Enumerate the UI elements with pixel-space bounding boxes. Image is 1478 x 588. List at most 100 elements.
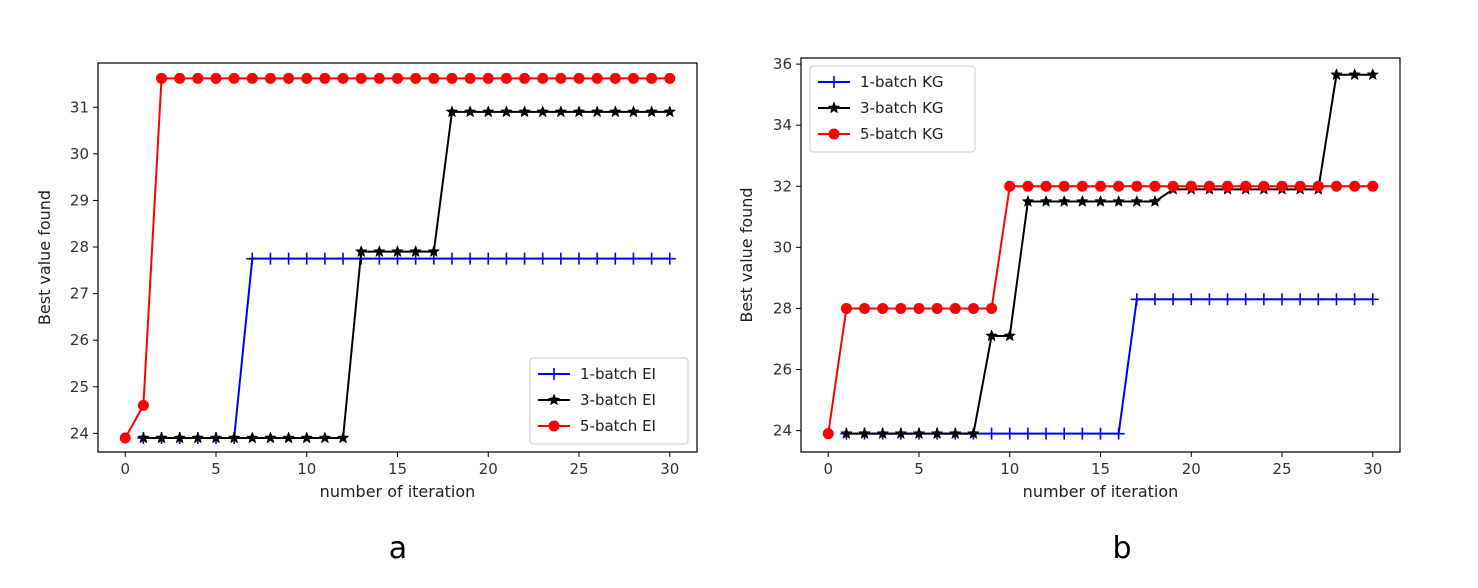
series-3-batch (137, 105, 677, 444)
x-tick-label: 20 (1182, 460, 1201, 478)
y-tick-label: 30 (70, 145, 89, 163)
y-tick-label: 26 (773, 361, 792, 379)
legend-entry: 3-batch EI (538, 391, 656, 409)
y-tick-label: 25 (70, 378, 89, 396)
data-point (1057, 194, 1071, 207)
data-point (1040, 180, 1052, 192)
data-point (301, 72, 313, 84)
data-point (1312, 180, 1324, 192)
y-tick-label: 30 (773, 238, 792, 256)
data-point (464, 252, 477, 265)
data-point (137, 399, 149, 411)
data-point (1003, 427, 1016, 440)
data-point (209, 431, 223, 444)
data-point (664, 72, 676, 84)
legend-entry: 3-batch KG (818, 99, 944, 117)
data-point (482, 252, 495, 265)
legend: 1-batch EI 3-batch EI 5-batch EI (529, 357, 689, 445)
legend-entry: 1-batch EI (538, 365, 656, 383)
data-point (876, 426, 890, 440)
data-point (1076, 427, 1089, 440)
data-point (895, 302, 907, 314)
legend-box (529, 357, 689, 445)
data-point (1130, 194, 1144, 207)
data-point (500, 105, 513, 118)
data-point (1167, 293, 1180, 306)
data-point (445, 252, 458, 265)
y-tick-label: 31 (70, 98, 89, 116)
data-point (410, 72, 422, 84)
data-point (1330, 293, 1343, 306)
x-tick-label: 5 (914, 460, 924, 478)
data-point (427, 252, 440, 265)
data-point (409, 252, 422, 265)
data-point (156, 72, 168, 84)
data-point (573, 252, 586, 265)
data-point (609, 72, 621, 84)
data-point (1366, 68, 1380, 81)
legend-label: 5-batch KG (860, 125, 944, 143)
data-point (481, 105, 495, 118)
data-point (409, 244, 423, 258)
data-point (608, 105, 622, 118)
x-tick-label: 15 (1091, 460, 1110, 478)
legend-entry: 5-batch EI (538, 417, 656, 435)
data-point (1239, 293, 1252, 306)
legend-label: 3-batch EI (580, 391, 656, 409)
data-point (1021, 427, 1034, 440)
data-point (283, 72, 295, 84)
legend-label: 3-batch KG (860, 99, 944, 117)
y-tick-label: 24 (70, 424, 89, 442)
data-point (1095, 180, 1106, 192)
data-point (986, 302, 998, 314)
data-point (518, 252, 531, 265)
data-point (392, 72, 403, 84)
data-point (859, 302, 871, 314)
x-tick-label: 30 (1363, 460, 1382, 478)
data-point (554, 252, 567, 265)
y-tick-label: 28 (70, 238, 89, 256)
data-point (840, 302, 852, 314)
data-point (536, 105, 550, 118)
data-point (1258, 180, 1270, 192)
data-point (518, 105, 531, 118)
data-point (354, 244, 368, 258)
y-tick-label: 24 (773, 422, 792, 440)
legend-marker (548, 368, 560, 380)
data-point (282, 431, 295, 444)
legend-label: 1-batch KG (860, 73, 944, 91)
data-point (1058, 180, 1070, 192)
x-tick-label: 30 (660, 460, 679, 478)
data-point (373, 252, 386, 265)
data-point (1094, 194, 1107, 207)
data-point (1148, 194, 1162, 207)
data-point (1203, 293, 1216, 306)
data-point (173, 431, 187, 444)
data-point (1003, 329, 1017, 342)
data-point (645, 105, 658, 118)
legend-label: 1-batch EI (580, 365, 656, 383)
data-point (391, 252, 404, 265)
series-1-batch (840, 293, 1379, 440)
data-point (464, 72, 476, 84)
data-point (264, 431, 277, 444)
legend-marker (828, 128, 840, 140)
data-point (282, 252, 295, 265)
y-axis-label: Best value found (35, 190, 54, 325)
legend-marker (547, 393, 561, 406)
data-point (645, 252, 658, 265)
data-point (627, 252, 640, 265)
legend-box (809, 65, 976, 153)
data-point (191, 431, 205, 444)
data-point (572, 105, 586, 118)
chart-panel-a: 0 5 10 15 20 25 30 24 25 26 27 28 29 30 31 number of it… (35, 62, 698, 566)
x-tick-label: 15 (388, 460, 407, 478)
data-point (428, 72, 440, 84)
data-point (1040, 427, 1053, 440)
data-point (391, 244, 404, 258)
y-axis-label: Best value found (737, 187, 756, 322)
data-point (355, 72, 367, 84)
data-point (646, 72, 658, 84)
data-point (1094, 427, 1107, 440)
